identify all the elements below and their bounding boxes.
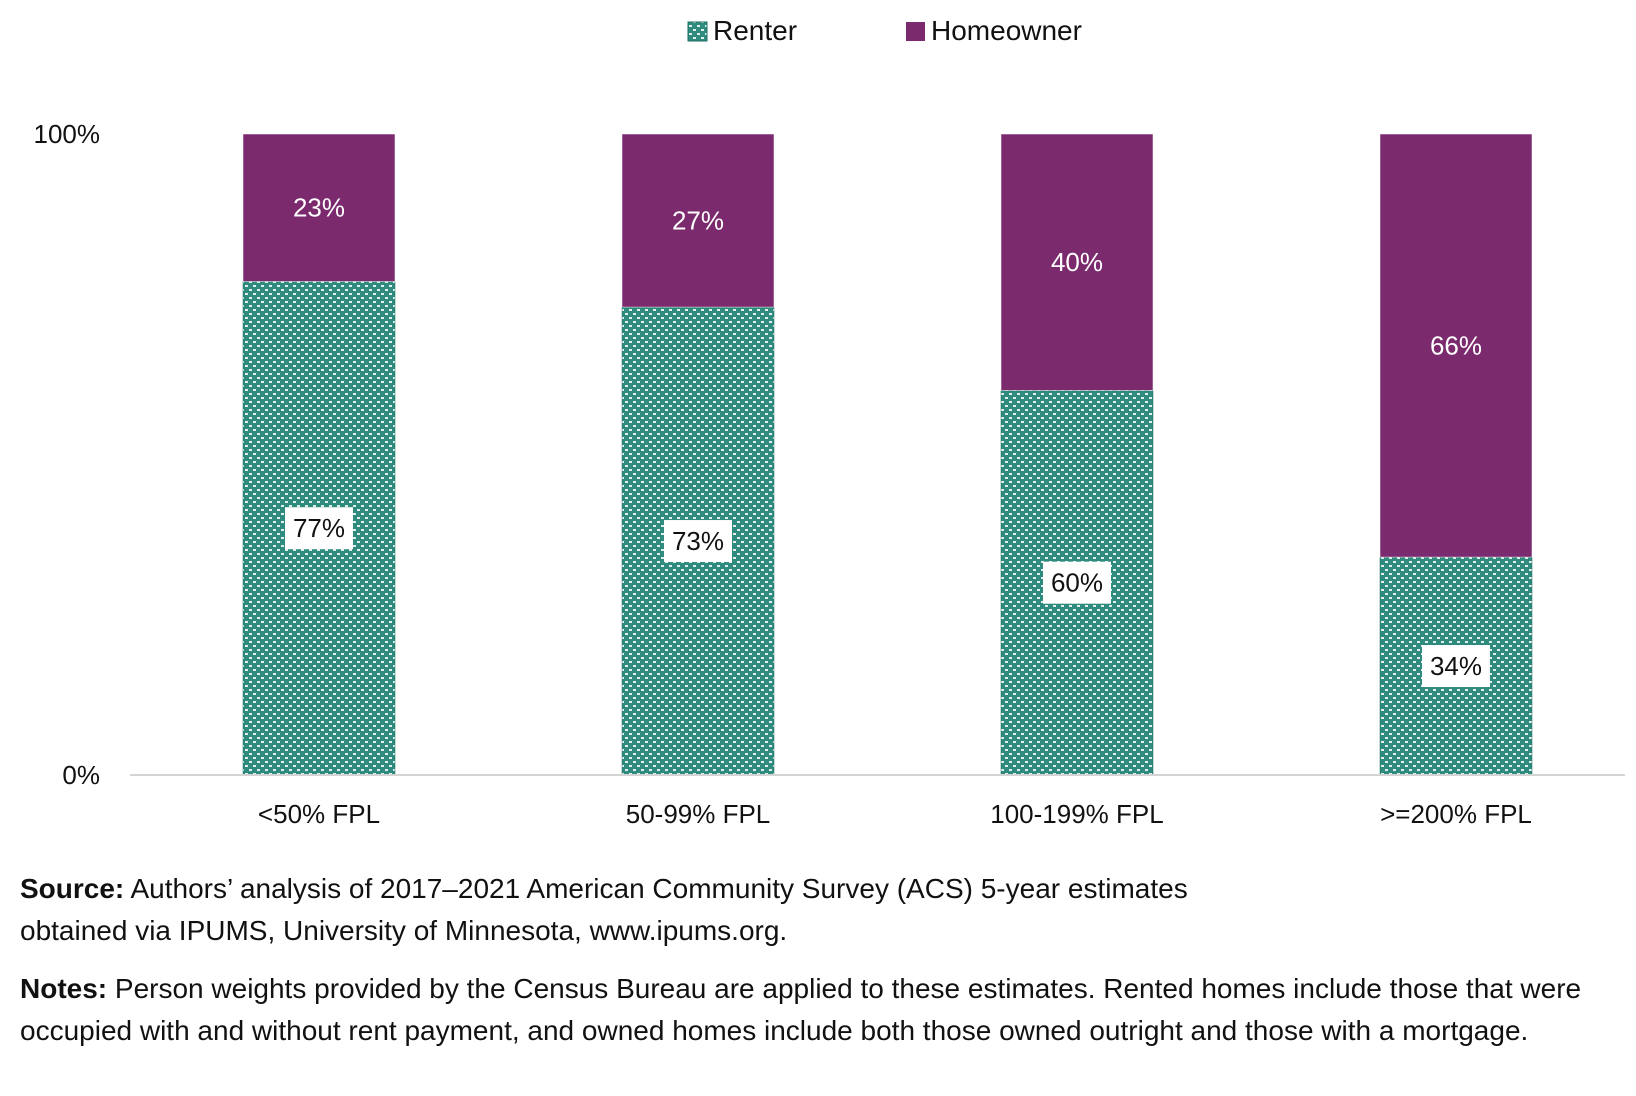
legend-swatch: [906, 22, 925, 41]
data-label-renter: 34%: [1430, 651, 1482, 681]
stacked-bar-chart: Renter Homeowner 0% 100% 23% 77% 27% 73% 40% 60…: [34, 15, 1625, 829]
data-label-renter: 60%: [1051, 568, 1103, 598]
notes-text: Person weights provided by the Census Bu…: [20, 973, 1582, 1046]
data-label-box-renter: [1043, 561, 1111, 604]
bar-homeowner: [242, 133, 396, 282]
data-label-homeowner: 66%: [1430, 331, 1482, 361]
notes-label: Notes:: [20, 973, 108, 1004]
legend-label: Homeowner: [931, 15, 1082, 46]
legend-swatch: [687, 21, 708, 42]
data-label-homeowner: 40%: [1051, 247, 1103, 277]
data-label-homeowner: 27%: [672, 206, 724, 236]
x-category-label: 50-99% FPL: [626, 799, 771, 829]
y-tick-label: 0%: [62, 760, 100, 790]
bars: 23% 77% 27% 73% 40% 60% 66% 34%: [242, 133, 1533, 776]
x-category-label: <50% FPL: [258, 799, 380, 829]
legend: Renter Homeowner: [687, 15, 1082, 46]
data-label-box-renter: [285, 507, 353, 550]
data-label-box-renter: [664, 520, 732, 563]
x-category-label: >=200% FPL: [1380, 799, 1532, 829]
y-tick-label: 100%: [34, 119, 101, 149]
x-category-label: 100-199% FPL: [990, 799, 1163, 829]
data-label-renter: 77%: [293, 513, 345, 543]
source-label: Source:: [20, 873, 125, 904]
source-note: Source: Authors’ analysis of 2017–2021 A…: [20, 868, 1220, 952]
x-axis: <50% FPL 50-99% FPL 100-199% FPL >=200% FPL: [130, 774, 1625, 829]
bar-homeowner: [1000, 133, 1154, 391]
data-label-homeowner: 23%: [293, 193, 345, 223]
bar-homeowner: [621, 133, 775, 308]
bar-homeowner: [1379, 133, 1533, 558]
notes-note: Notes: Person weights provided by the Ce…: [20, 968, 1610, 1052]
y-axis: 0% 100%: [34, 119, 101, 790]
data-label-box-renter: [1422, 645, 1490, 688]
source-text: Authors’ analysis of 2017–2021 American …: [20, 873, 1188, 946]
legend-label: Renter: [713, 15, 797, 46]
data-label-renter: 73%: [672, 526, 724, 556]
